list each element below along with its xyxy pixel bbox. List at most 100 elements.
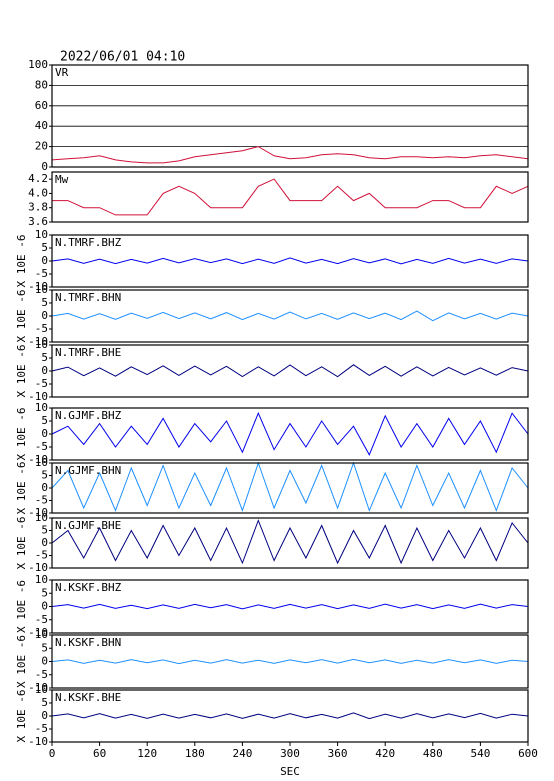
panel-label: N.KSKF.BHE xyxy=(55,691,121,704)
y-tick-label: -5 xyxy=(35,494,48,507)
panel-frame xyxy=(51,407,529,461)
y-tick-label: -10 xyxy=(28,681,48,694)
y-tick-label: 10 xyxy=(35,456,48,469)
y-tick-label: 60 xyxy=(35,99,48,112)
panel-frame xyxy=(51,64,529,168)
y-tick-label: -5 xyxy=(35,549,48,562)
y-tick-label: 40 xyxy=(35,119,48,132)
y-tick-label: -5 xyxy=(35,377,48,390)
trace xyxy=(51,603,529,610)
y-tick-label: 10 xyxy=(35,628,48,641)
panel-frame xyxy=(51,579,529,634)
y-tick-label: 5 xyxy=(41,641,48,654)
panel-label: N.GJMF.BHZ xyxy=(55,409,122,422)
y-tick-label: 0 xyxy=(41,655,48,668)
y-tick-label: 5 xyxy=(41,524,48,537)
y-tick-label: -5 xyxy=(35,440,48,453)
y-tick-label: 10 xyxy=(35,228,48,241)
x-tick-label: 120 xyxy=(137,747,157,760)
x-axis-label: SEC xyxy=(280,765,300,778)
y-tick-label: 4.0 xyxy=(28,186,48,199)
y-tick-label: 10 xyxy=(35,283,48,296)
y-tick-label: -5 xyxy=(35,613,48,626)
x-tick-label: 480 xyxy=(423,747,443,760)
panel-frame xyxy=(51,634,529,689)
trace xyxy=(51,519,529,565)
trace xyxy=(51,461,529,512)
y-tick-label: -10 xyxy=(28,561,48,574)
y-tick-label: 5 xyxy=(41,414,48,427)
y-tick-label: 3.8 xyxy=(28,201,48,214)
y-tick-label: 100 xyxy=(28,58,48,71)
panel-frame xyxy=(51,517,529,569)
y-tick-label: 10 xyxy=(35,511,48,524)
y-tick-label: 0 xyxy=(41,309,48,322)
y-tick-label: -5 xyxy=(35,722,48,735)
x-tick-label: 600 xyxy=(518,747,538,760)
page-title: 2022/06/01 04:10 xyxy=(60,50,185,65)
y-tick-label: 5 xyxy=(41,469,48,482)
y-tick-label: 0 xyxy=(41,254,48,267)
y-tick-label: -10 xyxy=(28,335,48,348)
y-tick-label: 5 xyxy=(41,296,48,309)
y-tick-label: 0 xyxy=(41,160,48,173)
trace xyxy=(51,146,529,164)
trace xyxy=(51,658,529,665)
trace xyxy=(51,310,529,322)
y-axis-label: X 10E -6 xyxy=(15,690,28,743)
panel-label: N.GJMF.BHE xyxy=(55,519,121,532)
panel-label: Mw xyxy=(55,173,69,186)
y-tick-label: -10 xyxy=(28,735,48,748)
trace xyxy=(51,712,529,720)
panel-frame xyxy=(51,171,529,223)
panel-label: N.TMRF.BHN xyxy=(55,291,121,304)
y-tick-label: 80 xyxy=(35,78,48,91)
x-tick-label: 0 xyxy=(49,747,56,760)
x-tick-label: 360 xyxy=(328,747,348,760)
y-tick-label: -5 xyxy=(35,668,48,681)
panel-label: N.TMRF.BHE xyxy=(55,346,121,359)
y-tick-label: 4.2 xyxy=(28,172,48,185)
panel-label: N.KSKF.BHZ xyxy=(55,581,122,594)
y-tick-label: 10 xyxy=(35,338,48,351)
panel-label: N.TMRF.BHZ xyxy=(55,236,122,249)
panel-frame xyxy=(51,344,529,398)
y-tick-label: 0 xyxy=(41,481,48,494)
x-tick-label: 180 xyxy=(185,747,205,760)
panel-label: VR xyxy=(55,66,69,79)
panel-frame xyxy=(51,462,529,514)
y-tick-label: -10 xyxy=(28,626,48,639)
y-tick-label: 5 xyxy=(41,241,48,254)
x-tick-label: 60 xyxy=(93,747,106,760)
y-tick-label: 10 xyxy=(35,401,48,414)
y-tick-label: -10 xyxy=(28,506,48,519)
trace xyxy=(52,178,529,216)
y-tick-label: 20 xyxy=(35,140,48,153)
y-tick-label: 0 xyxy=(41,427,48,440)
panel-frame xyxy=(51,289,529,343)
y-tick-label: 10 xyxy=(35,573,48,586)
y-axis-label: X 10E -6 xyxy=(15,408,28,461)
x-tick-label: 300 xyxy=(280,747,300,760)
trace xyxy=(51,257,529,265)
y-axis-label: X 10E -6 xyxy=(15,345,28,398)
y-tick-label: -10 xyxy=(28,453,48,466)
y-tick-label: 3.6 xyxy=(28,215,48,228)
y-axis-label: X 10E -6 xyxy=(15,235,28,288)
trace xyxy=(51,364,529,378)
y-tick-label: 5 xyxy=(41,696,48,709)
panel-frame xyxy=(51,234,529,288)
panel-label: N.KSKF.BHN xyxy=(55,636,121,649)
y-tick-label: 5 xyxy=(41,586,48,599)
panel-label: N.GJMF.BHN xyxy=(55,464,121,477)
y-axis-label: X 10E -6 xyxy=(15,635,28,688)
x-tick-label: 420 xyxy=(375,747,395,760)
y-tick-label: -5 xyxy=(35,267,48,280)
x-tick-label: 240 xyxy=(232,747,252,760)
x-tick-label: 540 xyxy=(470,747,490,760)
y-tick-label: 0 xyxy=(41,536,48,549)
y-axis-label: X 10E -6 xyxy=(15,580,28,633)
y-tick-label: -10 xyxy=(28,390,48,403)
y-tick-label: -5 xyxy=(35,322,48,335)
